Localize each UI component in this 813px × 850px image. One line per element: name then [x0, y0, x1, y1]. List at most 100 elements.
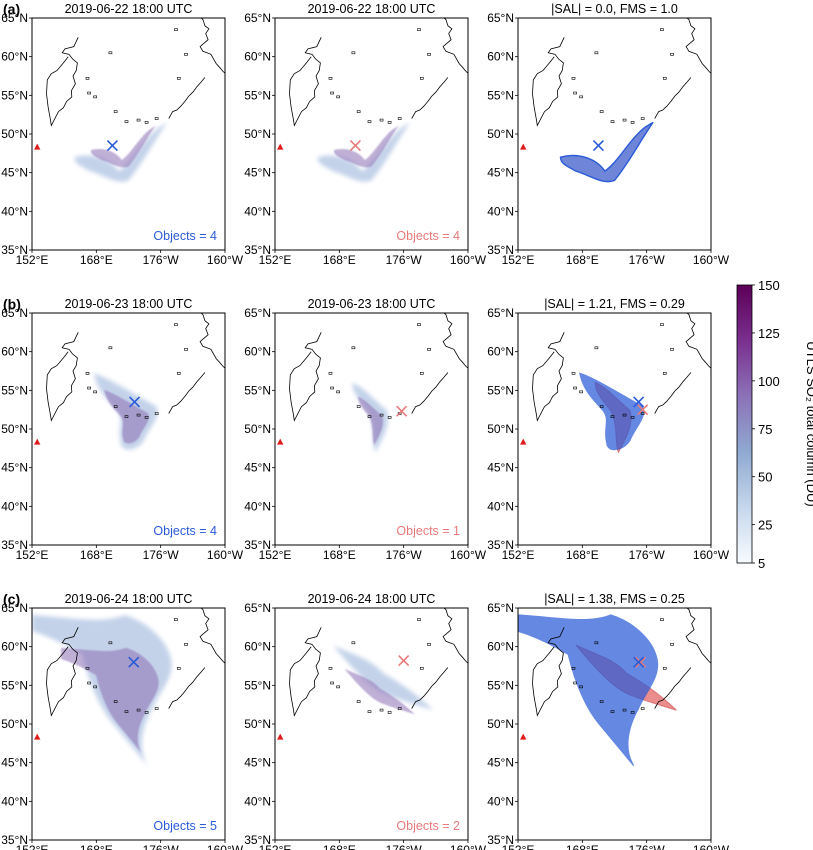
volcano-marker [277, 438, 284, 445]
island [113, 405, 118, 408]
so2-plume-outer [74, 122, 168, 182]
lon-tick-label: 168°E [80, 843, 113, 850]
island [571, 667, 576, 670]
lon-tick-label: 160°W [693, 548, 730, 562]
colorbar-label: UTLS SO₂ total column (DU) [804, 341, 813, 506]
row-label: (b) [3, 296, 21, 312]
island [417, 618, 421, 621]
lon-tick-label: 176°W [143, 253, 180, 267]
island [356, 110, 361, 113]
lon-tick-label: 160°W [207, 548, 244, 562]
volcano-marker [520, 438, 527, 445]
lat-tick-label: 35°N [487, 833, 514, 847]
lat-tick-label: 40°N [487, 499, 514, 513]
lat-tick-label: 55°N [1, 678, 28, 692]
lat-tick-label: 50°N [244, 422, 271, 436]
island [108, 51, 113, 55]
island [328, 77, 333, 80]
lon-tick-label: 160°W [450, 253, 487, 267]
lat-tick-label: 40°N [244, 204, 271, 218]
lat-tick-label: 40°N [487, 794, 514, 808]
observation-centroid-marker [633, 656, 645, 668]
panel-title: |SAL| = 0.0, FMS = 1.0 [551, 2, 678, 16]
colorbar-tick-label: 50 [758, 470, 772, 485]
lat-tick-label: 40°N [487, 204, 514, 218]
objects-count: Objects = 4 [153, 524, 217, 538]
island [174, 323, 178, 326]
colorbar-tick-label: 125 [758, 326, 780, 341]
island [622, 413, 627, 417]
so2-plume-core [104, 390, 149, 444]
panel-title: 2019-06-23 18:00 UTC [65, 297, 193, 311]
lat-tick-label: 60°N [244, 345, 271, 359]
map-frame [274, 17, 469, 251]
colorbar-tick-label: 25 [758, 518, 772, 533]
map-panel-a-comparison: |SAL| = 0.0, FMS = 1.0 35°N 40°N 45°N 50°N 55… [487, 2, 730, 267]
island [640, 707, 645, 710]
lon-tick-label: 168°E [323, 253, 356, 267]
coastline-aleutians [168, 372, 206, 414]
row-label: (a) [3, 1, 20, 17]
volcano-marker [520, 143, 527, 150]
lat-tick-label: 65°N [244, 11, 271, 25]
island [599, 700, 604, 703]
island [328, 372, 333, 375]
lat-tick-label: 50°N [244, 717, 271, 731]
lat-tick-label: 50°N [487, 127, 514, 141]
island [154, 117, 159, 120]
island [379, 118, 384, 122]
island [419, 77, 424, 80]
island [176, 667, 181, 670]
island [571, 372, 576, 375]
island [113, 110, 118, 113]
island [599, 110, 604, 113]
island [630, 711, 635, 714]
coastline-aleutians [654, 77, 692, 119]
island [87, 91, 91, 95]
island [108, 346, 113, 350]
island [330, 386, 334, 390]
lat-tick-label: 45°N [244, 756, 271, 770]
island [367, 415, 372, 418]
centroid-marker [349, 140, 361, 152]
map-panel-b-model: 2019-06-23 18:00 UTC Objects = 1 35°N 40°N 4… [244, 297, 487, 562]
observation-object [559, 121, 654, 183]
model-centroid-marker [635, 656, 647, 668]
island [670, 348, 674, 351]
so2-plume-core [90, 125, 156, 168]
lat-tick-label: 55°N [487, 88, 514, 102]
map-panel-b-comparison: |SAL| = 1.21, FMS = 0.29 35°N 40°N 45°N 50°N… [487, 297, 730, 562]
lon-tick-label: 168°E [80, 253, 113, 267]
island [336, 685, 340, 689]
coastline-alaska [442, 608, 468, 664]
coastline-aleutians [168, 667, 206, 709]
so2-plume-outer [332, 645, 434, 711]
lat-tick-label: 35°N [487, 243, 514, 257]
so2-plume-outer [317, 122, 411, 182]
lon-tick-label: 152°E [259, 548, 292, 562]
island [610, 710, 615, 713]
island [367, 710, 372, 713]
colorbar-tick-label: 150 [758, 278, 780, 293]
lat-tick-label: 35°N [487, 538, 514, 552]
lon-tick-label: 152°E [502, 843, 535, 850]
island [330, 681, 334, 685]
lat-tick-label: 40°N [244, 794, 271, 808]
island [417, 323, 421, 326]
island [630, 121, 635, 124]
island [427, 348, 431, 351]
volcano-marker [277, 143, 284, 150]
lat-tick-label: 35°N [244, 538, 271, 552]
lat-tick-label: 45°N [1, 461, 28, 475]
island [136, 118, 141, 122]
observation-object [579, 372, 645, 451]
map-panel-a-observation: 2019-06-22 18:00 UTC Objects = 4 35°N 40°N 4… [1, 2, 244, 267]
lat-tick-label: 50°N [487, 717, 514, 731]
lon-tick-label: 152°E [16, 843, 49, 850]
island [397, 117, 402, 120]
island [662, 667, 667, 670]
lon-tick-label: 168°E [80, 548, 113, 562]
island [610, 415, 615, 418]
coastline-alaska [442, 18, 468, 74]
